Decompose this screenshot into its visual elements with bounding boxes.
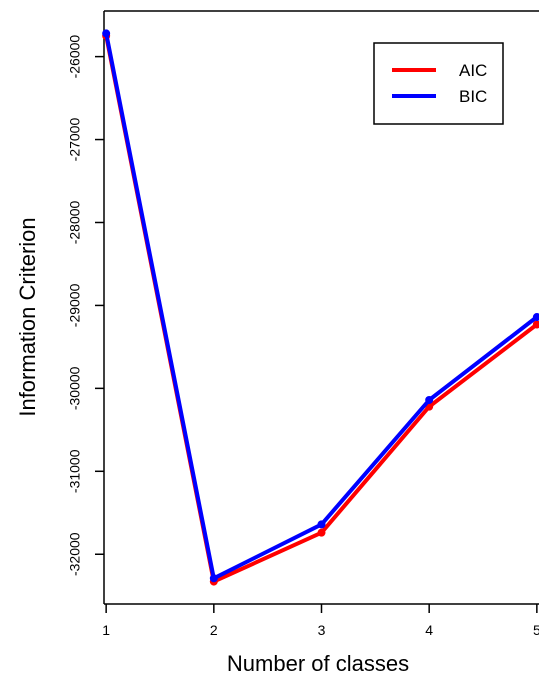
data-point-bic	[102, 29, 111, 38]
y-tick-label: -28000	[67, 200, 83, 244]
y-tick-label: -30000	[67, 366, 83, 410]
data-point-bic	[317, 520, 326, 529]
y-tick-label: -29000	[67, 283, 83, 327]
x-tick-label: 4	[425, 622, 433, 638]
data-point-aic	[317, 528, 326, 537]
x-axis: 1 2 3 4 5	[102, 604, 539, 638]
data-point-bic	[425, 395, 434, 404]
data-point-bic	[532, 313, 539, 322]
y-tick-label: -26000	[67, 35, 83, 79]
legend-label-bic: BIC	[459, 87, 487, 106]
legend-label-aic: AIC	[459, 61, 487, 80]
y-axis: -26000 -27000 -28000 -29000 -30000 -31000 -320…	[67, 35, 104, 576]
x-tick-label: 5	[533, 622, 539, 638]
x-tick-label: 2	[210, 622, 218, 638]
y-tick-label: -32000	[67, 532, 83, 576]
y-tick-label: -31000	[67, 449, 83, 493]
y-tick-label: -27000	[67, 118, 83, 162]
y-axis-title: Information Criterion	[15, 217, 40, 416]
legend-box	[373, 42, 504, 125]
data-point-bic	[209, 574, 218, 583]
series-layer	[102, 29, 539, 586]
legend: AIC BIC	[373, 42, 504, 125]
data-point-aic	[532, 320, 539, 329]
x-tick-label: 3	[318, 622, 326, 638]
x-tick-label: 1	[102, 622, 110, 638]
x-axis-title: Number of classes	[227, 651, 409, 676]
